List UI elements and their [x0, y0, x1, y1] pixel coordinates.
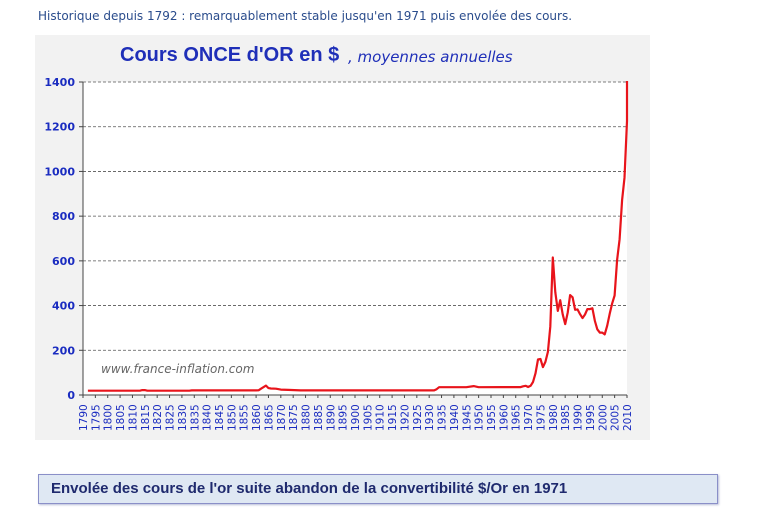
x-tick-label: 1940 [449, 404, 461, 431]
chart-watermark: www.france-inflation.com [101, 362, 254, 376]
grid-layer [83, 81, 627, 395]
series-line [87, 81, 629, 392]
x-tick-label: 1815 [140, 404, 152, 431]
x-tick-label: 1805 [115, 404, 127, 431]
footer-text: Envolée des cours de l'or suite abandon … [51, 480, 568, 497]
x-tick-label: 1870 [276, 404, 288, 431]
x-tick-label: 2005 [610, 404, 622, 431]
x-tick-label: 1900 [350, 404, 362, 431]
x-tick-label: 1840 [202, 404, 214, 431]
x-tick-label: 1865 [263, 404, 275, 431]
chart-panel: 0 200 400 600 800 1000 1200 1400 1790 1795 1800 180… [35, 35, 650, 440]
x-tick-label: 1965 [511, 404, 523, 431]
x-tick-label: 1980 [548, 404, 560, 431]
y-tick-label: 1200 [44, 121, 75, 134]
x-tick-label: 1985 [560, 404, 572, 431]
axis-layer: 0 200 400 600 800 1000 1200 1400 1790 1795 1800 180… [44, 76, 634, 431]
x-tick-label: 1930 [424, 404, 436, 431]
x-tick-label: 1880 [301, 404, 313, 431]
x-tick-label: 1800 [103, 404, 115, 431]
x-tick-label: 1925 [412, 404, 424, 431]
x-tick-label: 1860 [251, 404, 263, 431]
x-tick-label: 1970 [523, 404, 535, 431]
x-tick-label: 1990 [573, 404, 585, 431]
x-tick-label: 1975 [535, 404, 547, 431]
series-layer [87, 81, 629, 392]
x-tick-label: 1950 [474, 404, 486, 431]
x-tick-label: 1850 [226, 404, 238, 431]
x-tick-label: 1790 [78, 404, 90, 431]
x-tick-label: 1835 [189, 404, 201, 431]
x-tick-label: 1905 [362, 404, 374, 431]
x-tick-label: 1890 [325, 404, 337, 431]
x-tick-label: 1960 [498, 404, 510, 431]
x-tick-label: 1855 [239, 404, 251, 431]
x-tick-label: 1935 [437, 404, 449, 431]
x-tick-label: 1875 [288, 404, 300, 431]
x-tick-label: 1830 [177, 404, 189, 431]
y-tick-label: 200 [52, 344, 75, 357]
y-tick-label: 1000 [44, 165, 75, 178]
x-tick-label: 1945 [461, 404, 473, 431]
x-tick-label: 1885 [313, 404, 325, 431]
x-tick-label: 1915 [387, 404, 399, 431]
plot-area [83, 82, 627, 395]
x-tick-label: 2010 [622, 404, 634, 431]
x-tick-label: 2000 [597, 404, 609, 431]
x-tick-label: 1820 [152, 404, 164, 431]
y-tick-label: 1400 [44, 76, 75, 89]
y-tick-label: 0 [67, 389, 75, 402]
chart-subtitle: , moyennes annuelles [348, 48, 513, 66]
x-tick-label: 1995 [585, 404, 597, 431]
x-tick-label: 1845 [214, 404, 226, 431]
gold-price-chart: 0 200 400 600 800 1000 1200 1400 1790 1795 1800 180… [44, 44, 634, 431]
x-tick-label: 1895 [338, 404, 350, 431]
x-tick-label: 1795 [90, 404, 102, 431]
y-tick-label: 400 [52, 300, 75, 313]
x-tick-label: 1810 [127, 404, 139, 431]
footer-banner: Envolée des cours de l'or suite abandon … [38, 474, 718, 504]
x-tick-label: 1955 [486, 404, 498, 431]
chart-title: Cours ONCE d'OR en $ [120, 44, 339, 66]
x-tick-label: 1910 [375, 404, 387, 431]
header-text: Historique depuis 1792 : remarquablement… [38, 9, 573, 23]
x-tick-label: 1920 [399, 404, 411, 431]
y-tick-label: 800 [52, 210, 75, 223]
x-tick-label: 1825 [165, 404, 177, 431]
y-tick-label: 600 [52, 255, 75, 268]
